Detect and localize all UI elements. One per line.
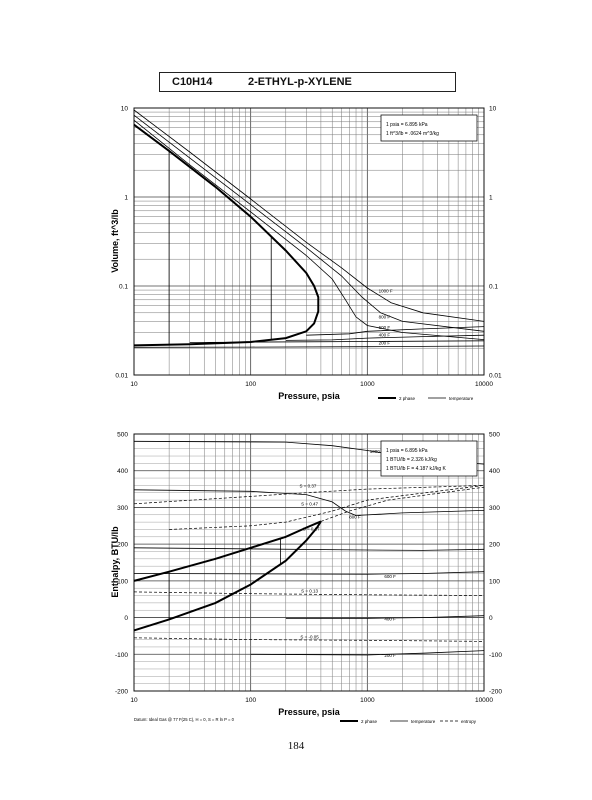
- y-tick-label-right: 10: [489, 106, 497, 113]
- isotherm-label: 1000: [370, 449, 381, 454]
- isotherm-label: 400 F: [379, 333, 391, 338]
- entropy-label: S = 0.27: [303, 527, 320, 532]
- y-tick-label: 0.1: [119, 284, 128, 291]
- series-line-dashed: [169, 485, 485, 530]
- series-line-thin: [133, 547, 485, 551]
- legend-label: 2 phase: [399, 396, 416, 401]
- series-line-thin: [306, 326, 485, 336]
- x-tick-label: 1000: [360, 697, 375, 704]
- unit-conversion-text: 1 ft^3/lb = .0624 m^3/kg: [386, 131, 439, 137]
- y-tick-label: 0: [124, 615, 128, 622]
- unit-conversion-box: [380, 440, 478, 477]
- y-tick-label: 1: [124, 195, 128, 202]
- y-tick-label: -200: [115, 689, 128, 696]
- unit-conversion-text: 1 psia = 6.895 kPa: [386, 122, 428, 128]
- y-tick-label: 400: [117, 468, 128, 475]
- unit-conversion-text: 1 BTU/lb F = 4.187 kJ/kg K: [386, 466, 447, 472]
- series-line-thick: [133, 520, 322, 632]
- legend-label: entropy: [461, 719, 477, 724]
- y-tick-label: 500: [117, 432, 128, 439]
- series-line-dashed: [133, 637, 485, 642]
- y-axis-label: Enthalpy, BTU/lb: [110, 526, 120, 598]
- y-tick-label: 10: [121, 106, 129, 113]
- y-tick-label-right: 400: [489, 468, 500, 475]
- plot-frame: [133, 107, 485, 376]
- y-axis-label: Volume, ft^3/lb: [110, 209, 120, 273]
- y-tick-label: 100: [117, 578, 128, 585]
- datum-footnote: Datum: Ideal Gas @ 77 F(25 C), H = 0, S …: [134, 717, 235, 722]
- y-tick-label: 200: [117, 542, 128, 549]
- x-axis-label: Pressure, psia: [278, 707, 341, 717]
- y-tick-label-right: 500: [489, 432, 500, 439]
- isotherm-label: 800 F: [349, 514, 361, 519]
- y-tick-label: 0.01: [115, 373, 128, 380]
- isotherm-label: 600 F: [384, 574, 396, 579]
- legend-label: temperature: [411, 719, 436, 724]
- isotherm-label: 600 F: [379, 325, 391, 330]
- series-line-thin: [133, 345, 485, 348]
- y-tick-label: -100: [115, 652, 128, 659]
- plot-frame: [133, 433, 485, 692]
- entropy-label: S = -0.05: [300, 634, 319, 639]
- series-line-thin: [285, 334, 485, 341]
- entropy-label: S = 0.47: [301, 502, 318, 507]
- y-tick-label-right: 0.1: [489, 284, 498, 291]
- series-line-thick: [133, 123, 320, 347]
- x-tick-label: 10: [130, 697, 138, 704]
- y-tick-label-right: 300: [489, 505, 500, 512]
- enthalpy-pressure-chart: 10 100 1000 10000-200-1000100200300400500-2…: [110, 432, 502, 724]
- series-line-dashed: [320, 486, 485, 522]
- series-line-thin: [133, 119, 485, 340]
- unit-conversion-box: [380, 114, 478, 142]
- series-line-thick: [133, 520, 322, 582]
- x-tick-label: 10000: [475, 697, 493, 704]
- isotherm-label: 200 F: [384, 653, 396, 658]
- x-tick-label: 10: [130, 381, 138, 388]
- chemical-formula: C10H14: [172, 76, 213, 88]
- page-number: 184: [287, 740, 305, 752]
- isotherm-label: 1000 F: [379, 288, 393, 293]
- series-line-thin: [285, 615, 485, 619]
- series-line-dashed: [133, 485, 485, 505]
- compound-name: 2-ETHYL-p-XYLENE: [248, 76, 352, 88]
- series-line-thin: [250, 650, 485, 656]
- unit-conversion-text: 1 psia = 6.895 kPa: [386, 448, 428, 454]
- series-line-thin: [133, 109, 485, 322]
- unit-conversion-text: 1 BTU/lb = 2.326 kJ/kg: [386, 457, 437, 463]
- y-tick-label-right: 0: [489, 615, 493, 622]
- isotherm-label: 200 F: [379, 341, 391, 346]
- legend-label: 2 phase: [361, 719, 378, 724]
- x-tick-label: 100: [245, 697, 256, 704]
- series-line-thin: [189, 340, 485, 343]
- x-tick-label: 1000: [360, 381, 375, 388]
- chart-title-box: C10H14 2-ETHYL-p-XYLENE: [159, 72, 456, 92]
- entropy-label: S = 0.13: [301, 589, 318, 594]
- series-line-thin: [133, 114, 485, 332]
- isotherm-label: 800 F: [379, 315, 391, 320]
- y-tick-label-right: 1: [489, 195, 493, 202]
- y-tick-label-right: 100: [489, 578, 500, 585]
- x-axis-label: Pressure, psia: [278, 391, 341, 401]
- isotherm-label: 400 F: [384, 617, 396, 622]
- entropy-label: S = 0.37: [300, 484, 317, 489]
- x-tick-label: 10000: [475, 381, 493, 388]
- y-tick-label-right: 200: [489, 542, 500, 549]
- x-tick-label: 100: [245, 381, 256, 388]
- legend-label: temperature: [449, 396, 474, 401]
- series-line-thin: [133, 571, 485, 575]
- series-line-dashed: [133, 591, 485, 596]
- y-tick-label-right: -100: [489, 652, 502, 659]
- y-tick-label: 300: [117, 505, 128, 512]
- series-line-thin: [133, 489, 485, 516]
- y-tick-label-right: 0.01: [489, 373, 502, 380]
- y-tick-label-right: -200: [489, 689, 502, 696]
